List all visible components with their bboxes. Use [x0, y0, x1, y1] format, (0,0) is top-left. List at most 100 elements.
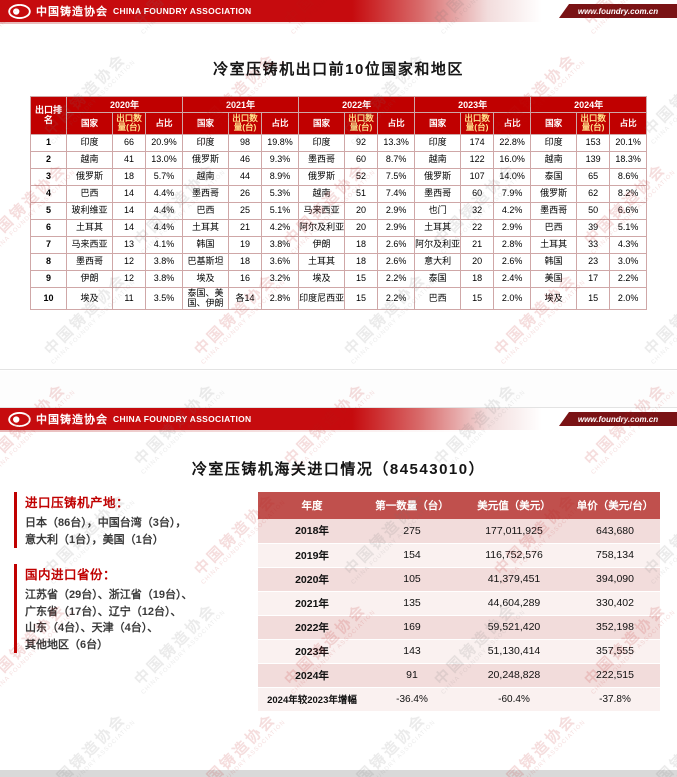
export-share: 5.7%	[144, 167, 184, 186]
export-country: 越南	[414, 150, 462, 169]
export-qty: 14	[112, 184, 146, 203]
export-country: 泰国、美国、伊朗	[182, 286, 230, 311]
export-year-header: 2022年	[298, 96, 416, 113]
import-year: 2018年	[258, 519, 366, 544]
export-rank: 7	[30, 235, 67, 254]
org-name-en: CHINA FOUNDRY ASSOCIATION	[113, 6, 252, 16]
export-share: 3.5%	[144, 286, 184, 311]
website-link[interactable]: www.foundry.com.cn	[559, 412, 677, 426]
import-value: 758,134	[570, 543, 660, 568]
export-year-header: 2020年	[65, 96, 184, 113]
export-table: 出口排名 2020年 2021年 2022年 2023年 2024年 国家 出口数量(台) 占比…	[30, 96, 648, 311]
export-country: 俄罗斯	[66, 167, 113, 186]
export-subheader: 出口数量(台)	[112, 112, 146, 135]
export-qty: 98	[228, 133, 263, 152]
export-qty: 11	[112, 286, 146, 311]
export-country: 印度	[66, 133, 113, 152]
export-rank-header: 出口排名	[30, 96, 67, 135]
import-value: 352,198	[570, 615, 660, 640]
export-country: 韩国	[182, 235, 230, 254]
export-qty: 62	[576, 184, 611, 203]
export-share: 8.6%	[609, 167, 648, 186]
export-rank: 4	[30, 184, 67, 203]
export-country: 也门	[414, 201, 462, 220]
export-qty: 41	[112, 150, 146, 169]
website-link[interactable]: www.foundry.com.cn	[559, 4, 677, 18]
import-col-header: 美元值（美元）	[458, 492, 570, 519]
export-country: 巴西	[530, 218, 578, 237]
export-qty: 25	[228, 201, 263, 220]
slide-export-top10: 中国铸造协会 CHINA FOUNDRY ASSOCIATION www.fou…	[0, 0, 677, 370]
origin-block: 进口压铸机产地： 日本（86台），中国台湾（3台）， 意大利（1台），美国（1台）	[14, 492, 252, 548]
export-qty: 各14	[228, 286, 263, 311]
origin-line: 意大利（1台），美国（1台）	[25, 533, 164, 546]
export-year-header: 2021年	[182, 96, 300, 113]
origin-title: 进口压铸机产地：	[25, 496, 130, 510]
origin-lines: 日本（86台），中国台湾（3台）， 意大利（1台），美国（1台）	[25, 515, 252, 548]
export-country: 巴西	[414, 286, 462, 311]
export-qty: 60	[344, 150, 379, 169]
export-subheader: 占比	[377, 112, 416, 135]
export-qty: 66	[112, 133, 146, 152]
export-share: 5.1%	[261, 201, 300, 220]
export-share: 3.8%	[144, 269, 184, 288]
export-country: 土耳其	[66, 218, 113, 237]
export-table-row: 8 墨西哥 12 3.8% 巴基斯坦 18 3.6% 土耳其 18 2.6% 意大利 20 2.6% 韩国…	[30, 252, 648, 271]
import-table-row: 2018年 275 177,011,925 643,680	[258, 519, 660, 544]
export-qty: 18	[112, 167, 146, 186]
export-rank: 2	[30, 150, 67, 169]
export-qty: 19	[228, 235, 263, 254]
import-value: 357,555	[570, 639, 660, 664]
export-share: 5.1%	[609, 218, 648, 237]
export-country: 巴西	[182, 201, 230, 220]
export-share: 16.0%	[493, 150, 532, 169]
export-share: 7.4%	[377, 184, 416, 203]
export-table-row: 2 越南 41 13.0% 俄罗斯 46 9.3% 墨西哥 60 8.7% 越南 122 16.0% 越南…	[30, 150, 648, 169]
export-share: 3.8%	[144, 252, 184, 271]
export-country: 韩国	[530, 252, 578, 271]
export-qty: 17	[576, 269, 611, 288]
export-rank: 3	[30, 167, 67, 186]
export-qty: 60	[460, 184, 495, 203]
export-share: 14.0%	[493, 167, 532, 186]
export-country: 越南	[182, 167, 230, 186]
export-qty: 12	[112, 269, 146, 288]
export-table-row: 10 埃及 11 3.5% 泰国、美国、伊朗 各14 2.8% 印度尼西亚 15 2.2% 巴西 15…	[30, 286, 648, 311]
import-value: 91	[366, 663, 458, 688]
export-rank: 9	[30, 269, 67, 288]
cfa-logo-icon	[8, 411, 31, 427]
export-qty: 122	[460, 150, 495, 169]
bottom-strip	[0, 770, 677, 777]
export-country: 埃及	[182, 269, 230, 288]
export-country: 印度	[182, 133, 230, 152]
export-qty: 139	[576, 150, 611, 169]
export-share: 2.6%	[377, 252, 416, 271]
export-share: 2.9%	[377, 201, 416, 220]
export-share: 6.6%	[609, 201, 648, 220]
export-year-header: 2024年	[530, 96, 648, 113]
export-share: 2.2%	[609, 269, 648, 288]
import-value: 222,515	[570, 663, 660, 688]
export-country: 阿尔及利亚	[298, 218, 346, 237]
export-share: 3.2%	[261, 269, 300, 288]
export-share: 7.5%	[377, 167, 416, 186]
import-value: 20,248,828	[458, 663, 570, 688]
export-qty: 92	[344, 133, 379, 152]
export-share: 7.9%	[493, 184, 532, 203]
export-country: 印度	[530, 133, 578, 152]
import-value: 394,090	[570, 567, 660, 592]
export-share: 2.6%	[377, 235, 416, 254]
export-country: 伊朗	[298, 235, 346, 254]
province-line: 其他地区（6台）	[25, 638, 109, 651]
org-name-cn: 中国铸造协会	[36, 414, 108, 426]
import-value: -37.8%	[570, 687, 660, 712]
import-value: -60.4%	[458, 687, 570, 712]
export-share: 4.4%	[144, 184, 184, 203]
export-share: 2.2%	[377, 286, 416, 311]
export-share: 4.4%	[144, 201, 184, 220]
export-qty: 18	[344, 252, 379, 271]
import-value: 143	[366, 639, 458, 664]
import-table: 年度 第一数量（台） 美元值（美元） 单价（美元/台） 2018年 275 177,011,…	[258, 492, 660, 712]
import-value: 116,752,576	[458, 543, 570, 568]
